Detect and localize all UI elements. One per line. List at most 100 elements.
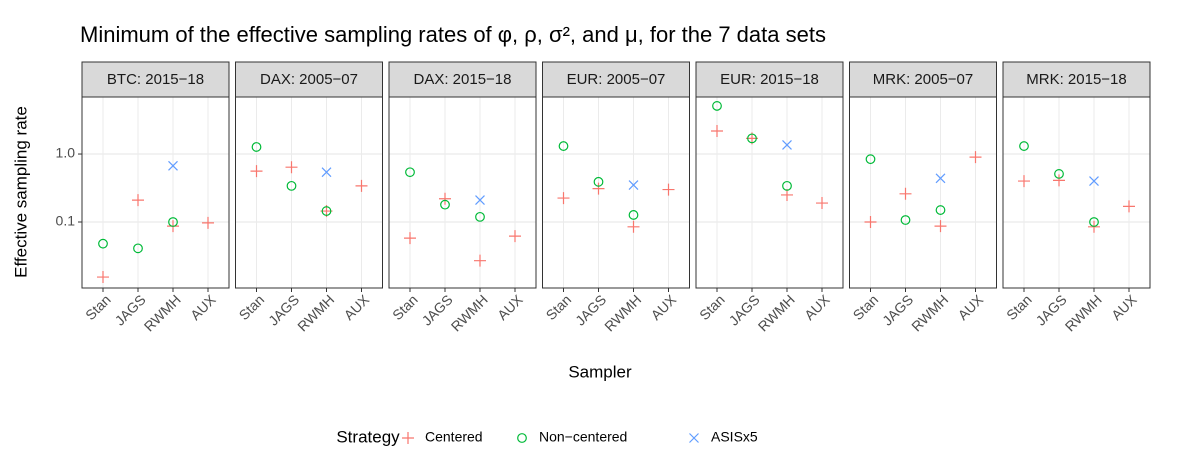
strip-label: DAX: 2005−07 — [260, 71, 358, 88]
panel — [849, 97, 997, 288]
point — [934, 220, 947, 233]
point — [628, 180, 639, 190]
y-tick-label: 0.1 — [56, 213, 76, 229]
point — [1053, 174, 1065, 187]
point — [627, 220, 640, 233]
point-stroke — [899, 187, 912, 200]
panel-border — [388, 96, 537, 289]
point — [98, 238, 108, 249]
point-stroke — [1089, 176, 1099, 187]
point-stroke — [321, 167, 332, 178]
point — [251, 142, 262, 152]
point — [250, 165, 263, 178]
point — [712, 101, 722, 111]
point-stroke — [202, 216, 214, 229]
point-stroke — [689, 433, 699, 443]
point-stroke — [627, 220, 640, 233]
point-stroke — [1018, 175, 1030, 188]
x-tick-label: AUX — [494, 291, 526, 323]
panel — [1003, 97, 1150, 288]
x-tick-label: Stan — [850, 291, 882, 323]
legend-item: ASISx5 — [689, 429, 758, 445]
point-stroke — [474, 254, 486, 267]
point — [935, 205, 946, 215]
point-stroke — [132, 194, 144, 207]
panel-border — [695, 96, 844, 289]
point — [557, 192, 570, 205]
legend-label: Centered — [425, 429, 483, 445]
point-stroke — [404, 232, 416, 245]
legend-label: ASISx5 — [711, 429, 758, 445]
point-stroke — [168, 160, 178, 171]
x-tick-label: RWMH — [755, 291, 798, 334]
point-stroke — [816, 197, 828, 210]
point — [969, 151, 982, 164]
x-tick-label: AUX — [801, 291, 833, 323]
point — [97, 271, 109, 284]
point-stroke — [781, 188, 793, 201]
point-stroke — [864, 216, 877, 229]
point-stroke — [662, 183, 675, 196]
point — [1089, 217, 1099, 227]
panel-border — [235, 96, 383, 289]
point — [1089, 176, 1099, 187]
point — [816, 197, 828, 210]
point-stroke — [711, 125, 723, 138]
point-stroke — [475, 195, 485, 206]
panel-border — [81, 96, 230, 289]
strip — [388, 61, 537, 98]
x-tick-label: Stan — [236, 291, 268, 323]
point — [1019, 141, 1029, 151]
panel — [542, 97, 690, 288]
strip-label: EUR: 2015−18 — [720, 71, 819, 88]
point — [865, 154, 876, 165]
strip — [695, 61, 844, 98]
x-tick-label: Stan — [389, 291, 421, 323]
point — [286, 180, 297, 191]
point-stroke — [250, 165, 263, 178]
point-stroke — [557, 192, 570, 205]
point — [321, 206, 332, 216]
point — [935, 173, 946, 184]
x-tick-label: AUX — [1108, 291, 1140, 323]
point — [404, 232, 416, 245]
x-tick-label: RWMH — [601, 291, 644, 334]
x-tick-label: AUX — [187, 291, 219, 323]
strip-label: BTC: 2015−18 — [107, 71, 204, 88]
x-tick-label: RWMH — [448, 291, 491, 334]
x-tick-label: RWMH — [1062, 291, 1105, 334]
point — [900, 215, 911, 225]
point-stroke — [285, 161, 298, 174]
point-stroke — [782, 140, 792, 150]
point — [781, 188, 793, 201]
point-stroke — [934, 220, 947, 233]
point-stroke — [628, 180, 639, 190]
point — [1018, 175, 1030, 188]
panel-border — [542, 96, 690, 289]
x-tick-label: RWMH — [908, 291, 951, 334]
point — [864, 216, 877, 229]
x-tick-label: AUX — [341, 291, 373, 323]
point — [593, 176, 604, 187]
point-stroke — [439, 192, 451, 205]
point — [689, 433, 699, 443]
point — [439, 192, 451, 205]
strip-label: MRK: 2015−18 — [1026, 71, 1126, 88]
point — [509, 230, 521, 243]
x-tick-label: RWMH — [141, 291, 184, 334]
x-tick-label: Stan — [696, 291, 728, 323]
point — [782, 180, 792, 191]
point-stroke — [402, 432, 414, 444]
legend-title: Strategy — [336, 427, 400, 446]
panel-border — [849, 96, 997, 289]
point — [168, 160, 178, 171]
point — [1123, 200, 1135, 213]
point — [1054, 169, 1064, 179]
point-stroke — [355, 179, 368, 192]
point — [558, 141, 569, 151]
point — [711, 125, 723, 138]
point — [405, 167, 415, 178]
x-tick-label: Stan — [543, 291, 575, 323]
strip-label: MRK: 2005−07 — [873, 71, 973, 88]
